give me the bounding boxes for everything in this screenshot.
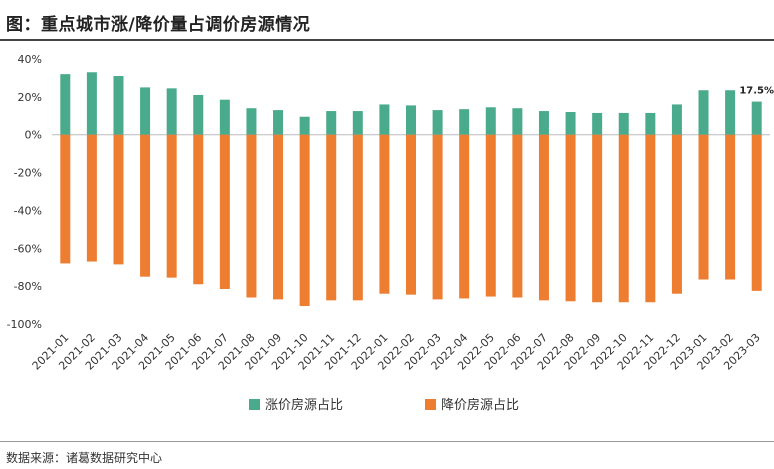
data-source: 数据来源：诸葛数据研究中心: [6, 451, 163, 465]
y-tick-label: 0%: [25, 129, 42, 142]
bar-down-2023-01: [698, 134, 709, 280]
bar-up-2022-09: [592, 112, 603, 135]
chart-title: 图：重点城市涨/降价量占调价房源情况: [6, 15, 311, 35]
bar-up-2021-09: [273, 110, 284, 135]
bar-down-2022-02: [406, 134, 416, 295]
bar-up-2021-03: [113, 76, 124, 135]
bar-down-2022-06: [512, 134, 523, 298]
y-tick-label: -20%: [14, 167, 42, 180]
title-divider: [0, 39, 774, 41]
bar-up-2022-07: [538, 111, 549, 135]
bar-up-2022-02: [406, 105, 416, 135]
bar-up-2021-12: [352, 111, 363, 135]
bar-down-2021-11: [326, 134, 337, 301]
bar-down-2022-11: [645, 134, 656, 303]
bar-up-2023-01: [698, 90, 709, 135]
bar-chart: 40%20%0%-20%-40%-60%-80%-100%2021-012021…: [7, 53, 774, 413]
legend-label-down: 降价房源占比: [441, 397, 519, 413]
bar-down-2022-09: [592, 134, 603, 303]
bar-up-2022-04: [459, 109, 470, 135]
bar-up-2021-10: [299, 116, 310, 135]
bar-down-2022-01: [379, 134, 390, 294]
legend-swatch-up: [249, 399, 260, 410]
bar-down-2022-05: [485, 134, 496, 297]
bar-down-2023-03: [751, 134, 762, 291]
y-tick-label: -80%: [14, 280, 42, 293]
bar-up-2021-02: [86, 72, 97, 135]
bar-down-2023-02: [725, 134, 736, 280]
bar-up-2021-07: [219, 99, 230, 135]
bar-down-2021-10: [299, 134, 310, 307]
bar-up-2021-04: [140, 87, 151, 135]
bar-down-2021-01: [60, 134, 71, 264]
bar-up-2022-11: [645, 112, 656, 135]
bar-up-2022-12: [671, 104, 682, 135]
bar-down-2022-03: [432, 134, 443, 300]
bar-down-2022-12: [671, 134, 682, 294]
bar-up-2021-05: [166, 88, 177, 135]
bar-down-2022-07: [538, 134, 549, 301]
bar-down-2021-08: [246, 134, 257, 298]
bar-up-2021-11: [326, 111, 337, 135]
bar-down-2022-10: [618, 134, 629, 303]
footer-divider: [0, 441, 774, 442]
legend-swatch-down: [425, 399, 436, 410]
bar-up-2022-03: [432, 110, 443, 135]
y-tick-label: -60%: [14, 242, 42, 255]
y-tick-label: -40%: [14, 204, 42, 217]
bar-down-2021-05: [166, 134, 177, 278]
bar-up-2023-02: [725, 90, 736, 135]
bar-up-2022-01: [379, 104, 390, 135]
bar-up-2022-08: [565, 112, 576, 135]
bar-up-2021-01: [60, 74, 71, 135]
y-tick-label: 20%: [18, 91, 42, 104]
bar-down-2021-12: [352, 134, 363, 301]
bar-up-2021-06: [193, 94, 204, 135]
bar-down-2021-03: [113, 134, 124, 265]
bar-up-2022-05: [485, 107, 496, 135]
bar-down-2021-06: [193, 134, 204, 285]
y-tick-label: -100%: [7, 318, 42, 331]
bar-down-2022-08: [565, 134, 576, 302]
bar-up-2021-08: [246, 108, 257, 135]
bar-up-2022-10: [618, 112, 629, 135]
bar-up-2023-03: [751, 101, 762, 135]
y-tick-label: 40%: [18, 53, 42, 66]
legend-label-up: 涨价房源占比: [265, 397, 343, 413]
bar-down-2021-09: [273, 134, 284, 300]
data-label: 17.5%: [739, 86, 774, 97]
bar-down-2022-04: [459, 134, 470, 299]
bar-up-2022-06: [512, 108, 523, 135]
bar-down-2021-02: [86, 134, 97, 262]
bar-down-2021-07: [219, 134, 230, 289]
bar-down-2021-04: [140, 134, 151, 277]
